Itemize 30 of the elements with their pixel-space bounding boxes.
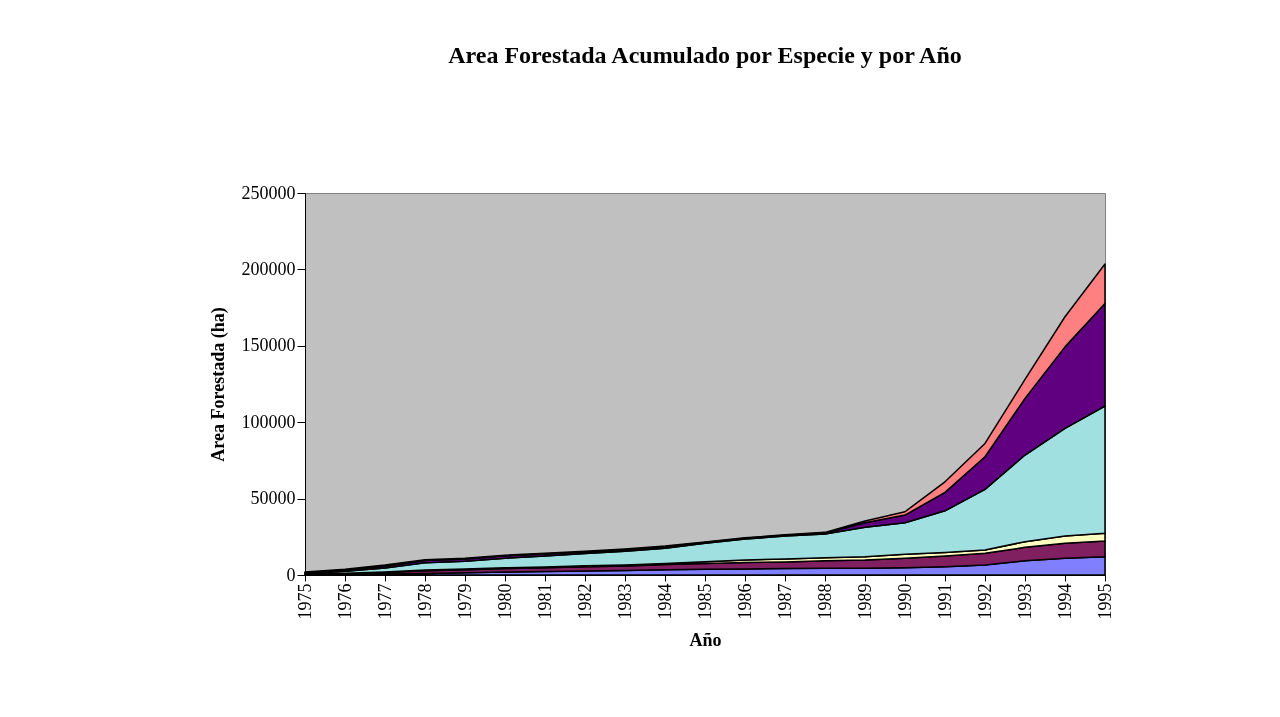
x-tick-label: 1977 bbox=[374, 583, 395, 620]
chart-title: Area Forestada Acumulado por Especie y por Año bbox=[448, 42, 962, 68]
y-axis-title: Area Forestada (ha) bbox=[207, 307, 229, 462]
x-tick-label: 1980 bbox=[494, 583, 515, 620]
x-tick-label: 1987 bbox=[774, 583, 795, 620]
x-tick-label: 1984 bbox=[654, 583, 675, 620]
x-tick-label: 1993 bbox=[1014, 583, 1035, 620]
x-tick-label: 1991 bbox=[934, 583, 955, 620]
x-tick-label: 1982 bbox=[574, 583, 595, 620]
x-tick-label: 1981 bbox=[534, 583, 555, 620]
y-tick-label: 50000 bbox=[250, 488, 296, 509]
x-tick-label: 1976 bbox=[334, 583, 355, 620]
x-tick-label: 1988 bbox=[814, 583, 835, 620]
y-tick-label: 0 bbox=[286, 564, 296, 585]
x-tick-label: 1994 bbox=[1054, 583, 1075, 620]
x-tick-label: 1985 bbox=[694, 583, 715, 620]
x-tick-label: 1986 bbox=[734, 583, 755, 620]
x-tick-label: 1978 bbox=[414, 583, 435, 620]
x-tick-label: 1975 bbox=[294, 583, 315, 620]
y-tick-label: 250000 bbox=[241, 182, 296, 203]
x-tick-label: 1983 bbox=[614, 583, 635, 620]
y-tick-label: 150000 bbox=[241, 335, 296, 356]
y-tick-label: 100000 bbox=[241, 411, 296, 432]
x-tick-label: 1979 bbox=[454, 583, 475, 620]
x-tick-label: 1992 bbox=[974, 583, 995, 620]
x-tick-label: 1989 bbox=[854, 583, 875, 620]
y-tick-label: 200000 bbox=[241, 258, 296, 279]
x-tick-label: 1995 bbox=[1094, 583, 1115, 620]
x-tick-label: 1990 bbox=[894, 583, 915, 620]
x-axis-title: Año bbox=[689, 629, 722, 650]
